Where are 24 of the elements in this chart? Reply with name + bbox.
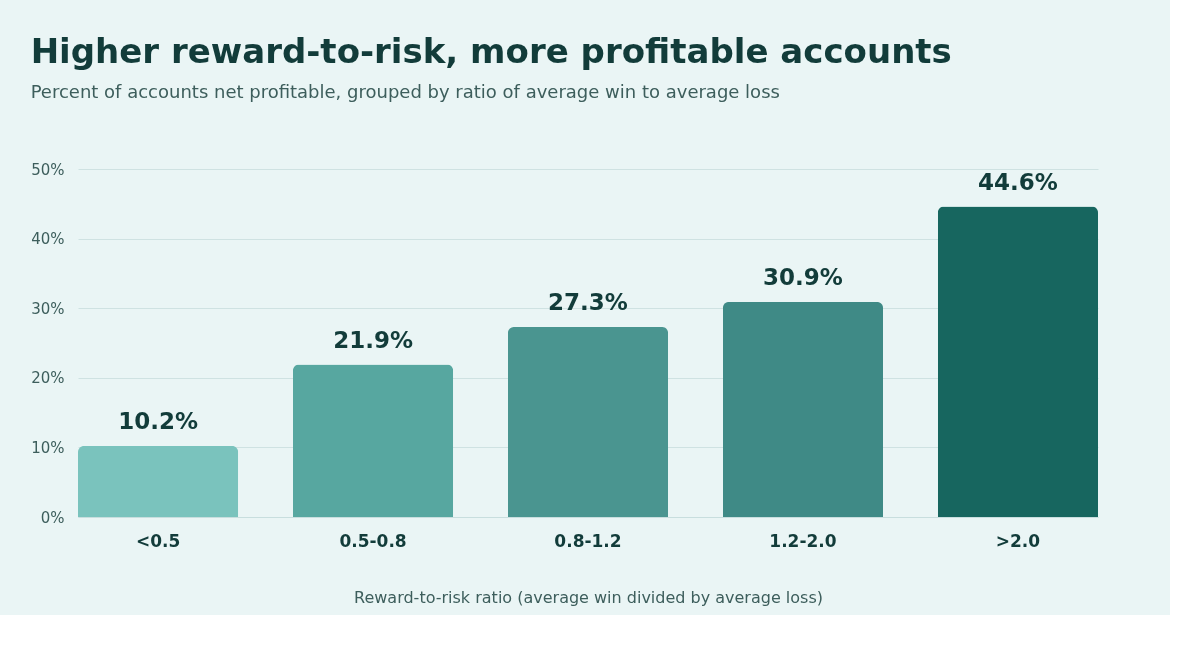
y-tick-label: 0%	[40, 508, 65, 527]
y-tick-label: 30%	[31, 299, 65, 318]
chart-title: Higher reward-to-risk, more profitable accounts	[30, 31, 952, 71]
x-tick-label: 0.8-1.2	[554, 530, 622, 551]
bar	[292, 364, 454, 517]
bar	[722, 301, 884, 517]
data-label: 27.3%	[548, 288, 628, 315]
bar	[937, 206, 1098, 517]
bar	[78, 446, 239, 517]
y-tick-label: 20%	[31, 369, 65, 388]
x-tick-label: 1.2-2.0	[769, 530, 837, 551]
data-label: 44.6%	[978, 168, 1058, 195]
x-axis-title: Reward-to-risk ratio (average win divided by average loss)	[354, 587, 823, 607]
bar	[507, 326, 669, 517]
x-tick-label: <0.5	[135, 530, 181, 551]
data-label: 30.9%	[763, 263, 843, 290]
x-tick-label: >2.0	[995, 530, 1041, 551]
chart-subtitle: Percent of accounts net profitable, grouped by ratio of average win to average loss	[30, 81, 780, 102]
y-tick-label: 50%	[31, 160, 65, 179]
data-label: 21.9%	[333, 326, 413, 353]
y-tick-label: 40%	[31, 230, 65, 249]
x-tick-label: 0.5-0.8	[339, 530, 407, 551]
y-tick-label: 10%	[31, 438, 65, 457]
data-label: 10.2%	[118, 408, 198, 435]
